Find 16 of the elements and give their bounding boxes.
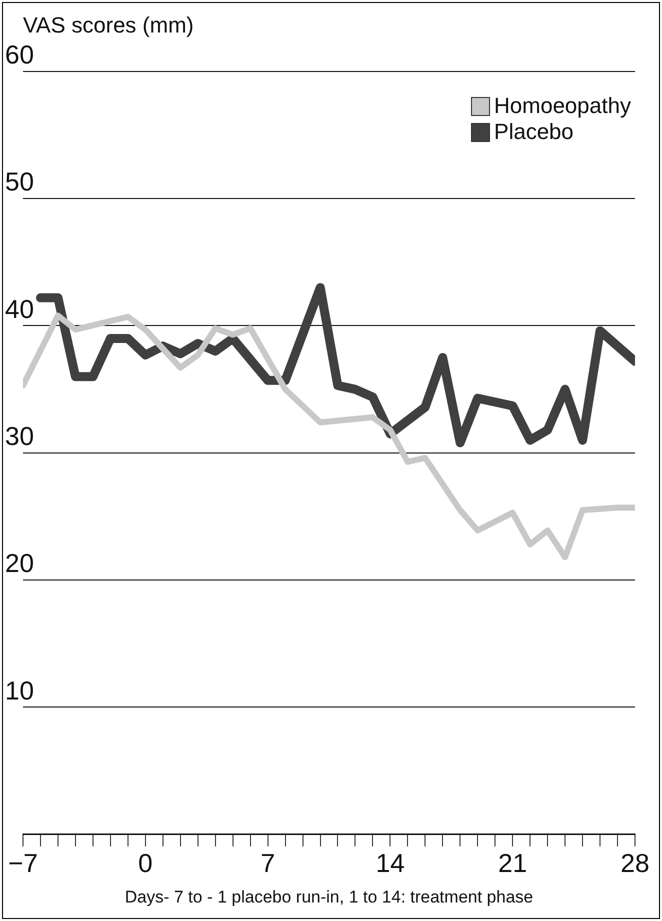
x-tick-label: 21 [498,848,528,878]
y-tick-label: 50 [5,166,34,197]
y-tick-label: 20 [5,548,34,578]
y-tick-label: 40 [5,294,34,324]
x-tick-label: −7 [8,848,38,878]
y-axis-title: VAS scores (mm) [23,12,194,38]
x-tick-label: 0 [138,848,153,878]
y-tick-label: 60 [5,40,34,70]
x-tick-label: 7 [260,848,276,878]
x-tick-label: 14 [376,848,405,878]
y-tick-label: 30 [5,421,34,452]
legend-label: Homoeopathy [494,93,631,119]
x-tick-label: 28 [620,848,650,878]
legend-label: Placebo [494,119,574,145]
x-axis-title: Days- 7 to - 1 placebo run-in, 1 to 14: treatment phase [124,887,534,906]
y-tick-label: 10 [5,675,34,706]
